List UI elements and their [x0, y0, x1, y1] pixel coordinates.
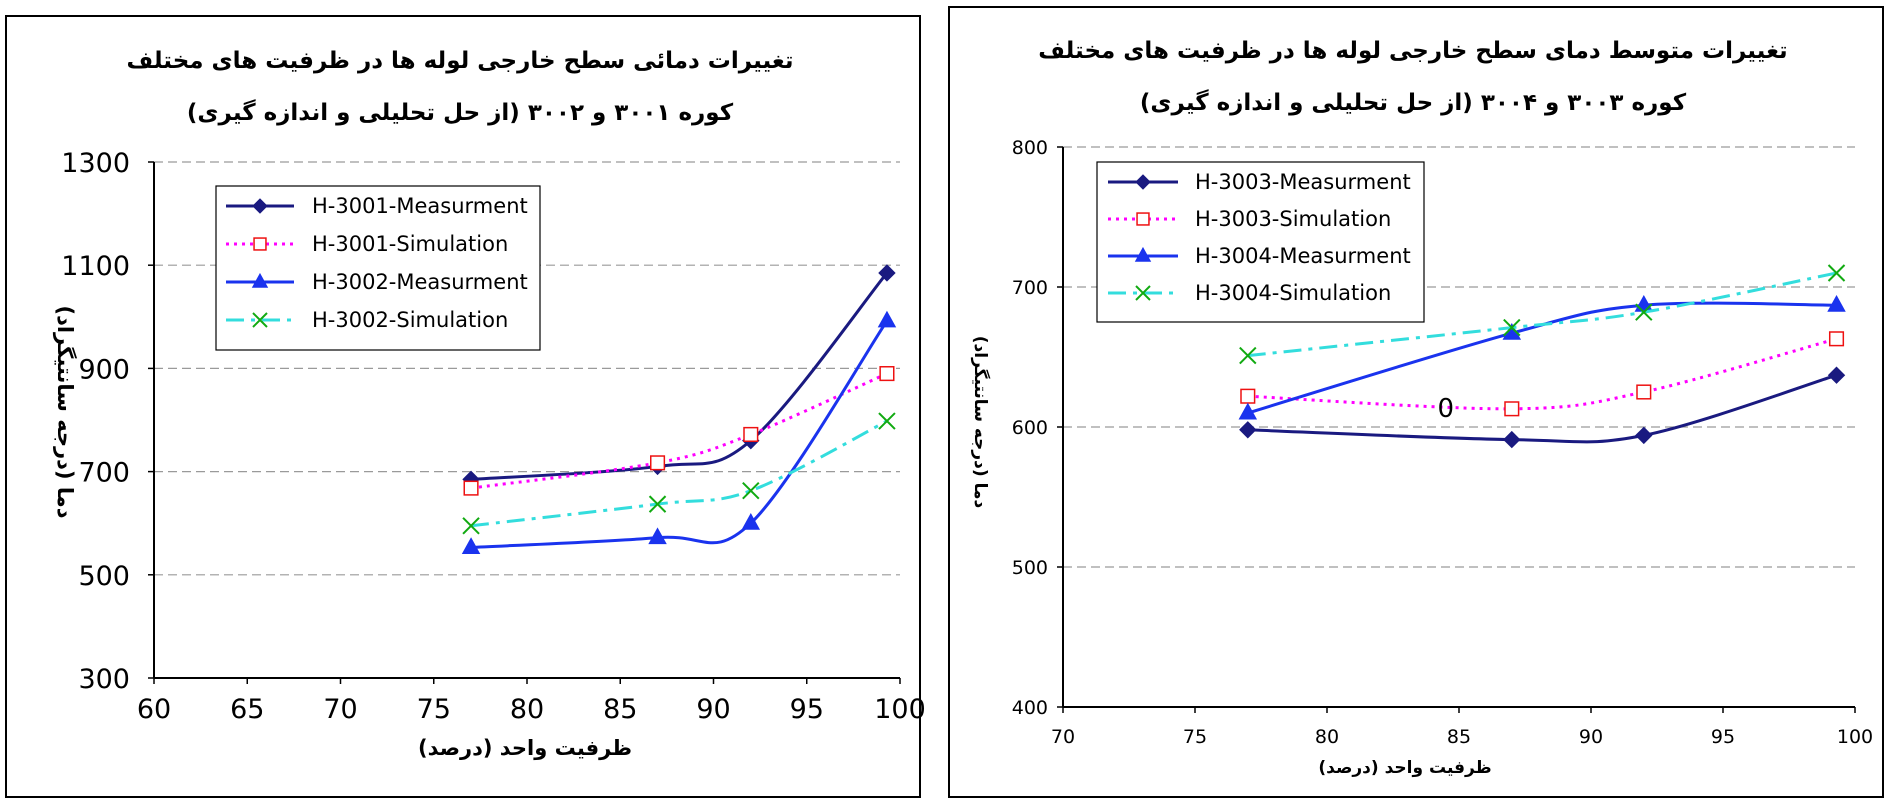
chart-annotation: 0 [1438, 394, 1455, 424]
series-line-2 [1247, 301, 1837, 415]
x-tick-label: 75 [417, 694, 451, 725]
series-line-0 [1247, 373, 1837, 444]
data-point-3 [1239, 346, 1257, 365]
x-tick-label: 95 [790, 694, 824, 725]
data-point-0 [1635, 426, 1653, 445]
data-point-2 [1827, 294, 1846, 312]
x-tick-label: 100 [1837, 726, 1873, 748]
legend-label-2: H-3004-Measurment [1195, 244, 1411, 268]
data-point-1 [743, 426, 759, 442]
x-tick-label: 90 [1579, 726, 1603, 748]
y-tick-label: 500 [1012, 557, 1048, 579]
data-point-2 [741, 512, 761, 530]
data-point-2 [1238, 402, 1258, 420]
legend-marker-1 [253, 237, 267, 251]
right-plot-area: 400 500 600 700 800 70 75 80 85 90 95 100 0 H-3003-Me… [1012, 137, 1873, 748]
data-point-3 [462, 517, 480, 535]
data-point-1 [463, 480, 479, 496]
legend-marker-1 [1136, 212, 1150, 226]
x-tick-label: 80 [510, 694, 544, 725]
data-point-0 [1239, 421, 1257, 439]
data-point-2 [648, 527, 667, 545]
data-point-3 [878, 412, 896, 430]
x-tick-label: 85 [603, 694, 637, 725]
right-y-axis-label: دما (درجه سانتیگراد) [970, 336, 991, 509]
series-line-3 [470, 419, 888, 528]
data-point-3 [1635, 303, 1653, 321]
data-point-1 [1504, 401, 1520, 417]
y-tick-label: 800 [1012, 137, 1048, 159]
right-chart-subtitle: کوره ۳۰۰۳ و ۳۰۰۴ (از حل تحلیلی و اندازه … [1140, 89, 1687, 116]
data-point-1 [650, 455, 666, 471]
left-chart-title: تغییرات دمائی سطح خارجی لوله ها در ظرفیت… [127, 48, 794, 74]
left-x-axis-label: ظرفیت واحد (درصد) [418, 736, 632, 760]
legend-label-1: H-3003-Simulation [1195, 207, 1391, 231]
y-tick-label: 700 [1012, 277, 1048, 299]
legend-label-2: H-3002-Measurment [312, 270, 528, 294]
left-plot-area: 300 500 700 900 1100 1300 60 65 70 75 80 85 90 95 100 H… [61, 148, 925, 725]
x-tick-label: 65 [230, 694, 264, 725]
y-tick-label: 1100 [61, 251, 130, 282]
legend-marker-2 [1134, 246, 1152, 262]
series-line-2 [470, 320, 889, 549]
y-tick-label: 600 [1012, 417, 1048, 439]
data-point-0 [1827, 366, 1846, 384]
series-line-0 [470, 271, 889, 481]
data-point-3 [648, 495, 667, 513]
x-tick-label: 70 [1051, 726, 1075, 748]
legend-marker-0 [252, 198, 268, 214]
series-line-3 [1247, 271, 1837, 358]
data-point-3 [1503, 318, 1521, 337]
legend-label-1: H-3001-Simulation [312, 232, 508, 256]
legend-marker-3 [1135, 285, 1151, 301]
right-chart-title: تغییرات متوسط دمای سطح خارجی لوله ها در … [1038, 38, 1787, 64]
data-point-1 [1240, 388, 1256, 404]
left-y-axis-label: دما (درجه سانتیگراد) [53, 305, 78, 518]
legend-label-3: H-3004-Simulation [1195, 281, 1391, 305]
data-point-1 [879, 366, 895, 382]
x-tick-label: 70 [323, 694, 357, 725]
y-tick-label: 700 [78, 458, 130, 489]
legend-box [1096, 161, 1425, 323]
right-chart-frame [948, 6, 1884, 798]
legend-label-0: H-3003-Measurment [1195, 170, 1411, 194]
y-tick-label: 300 [78, 664, 130, 695]
x-tick-label: 90 [696, 694, 730, 725]
data-point-0 [878, 264, 896, 282]
legend-label-0: H-3001-Measurment [312, 194, 528, 218]
data-point-3 [742, 481, 760, 500]
x-tick-label: 60 [137, 694, 171, 725]
x-tick-label: 95 [1711, 726, 1735, 748]
data-point-1 [1828, 331, 1845, 347]
y-tick-label: 900 [78, 354, 130, 385]
y-tick-label: 500 [78, 561, 130, 592]
legend-box [215, 185, 541, 351]
x-tick-label: 75 [1183, 726, 1207, 748]
series-line-1 [470, 372, 888, 490]
y-tick-label: 1300 [61, 148, 130, 179]
data-point-0 [1503, 430, 1521, 449]
data-point-2 [877, 310, 897, 328]
data-point-2 [461, 537, 481, 554]
x-tick-label: 85 [1447, 726, 1471, 748]
legend-marker-2 [251, 272, 269, 288]
left-chart-frame [5, 15, 921, 798]
left-chart-subtitle: کوره ۳۰۰۱ و ۳۰۰۲ (از حل تحلیلی و اندازه … [187, 99, 734, 126]
x-tick-label: 100 [874, 694, 926, 725]
data-point-3 [1827, 264, 1846, 282]
legend-label-3: H-3002-Simulation [312, 308, 508, 332]
legend-marker-0 [1135, 174, 1151, 190]
legend-marker-3 [252, 312, 268, 328]
y-tick-label: 400 [1012, 697, 1048, 719]
right-x-axis-label: ظرفیت واحد (درصد) [1318, 758, 1491, 778]
data-point-1 [1636, 384, 1652, 400]
x-tick-label: 80 [1315, 726, 1339, 748]
